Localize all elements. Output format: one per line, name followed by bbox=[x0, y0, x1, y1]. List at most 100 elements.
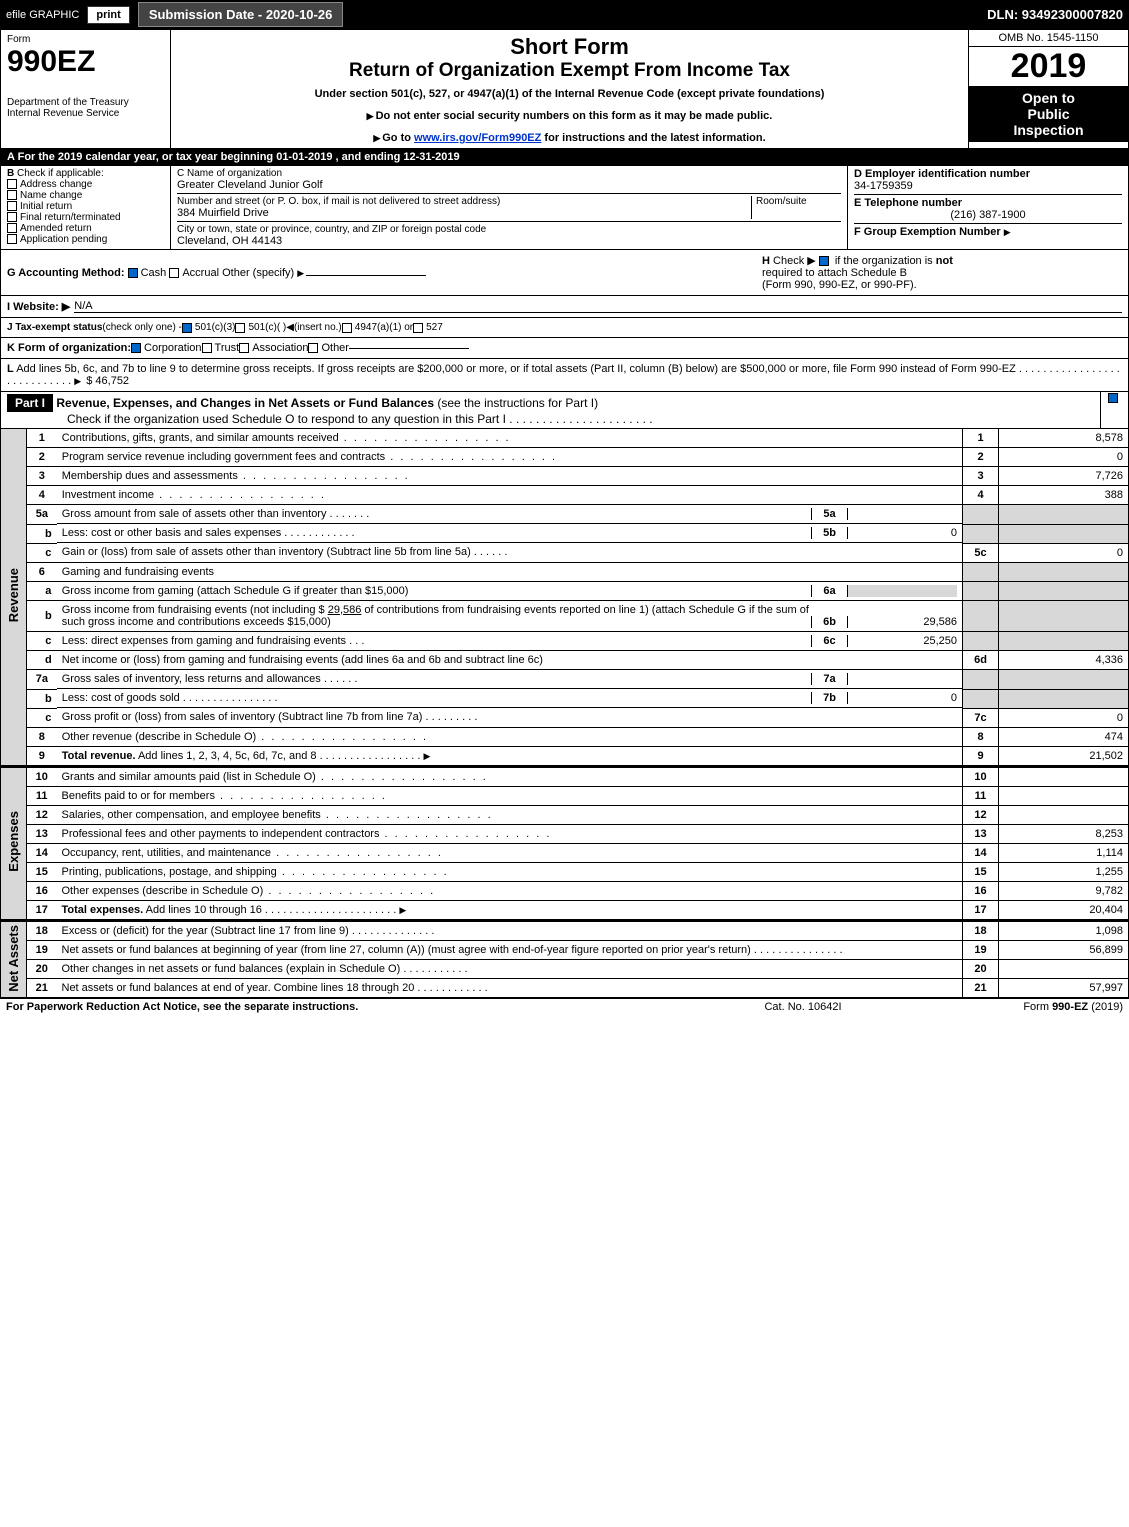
addr-label: Number and street (or P. O. box, if mail… bbox=[177, 196, 751, 207]
line-14-desc: Occupancy, rent, utilities, and maintena… bbox=[62, 847, 272, 859]
line-4-desc: Investment income bbox=[62, 489, 154, 501]
checkbox-501c[interactable] bbox=[235, 323, 245, 333]
line-num-right: 2 bbox=[963, 448, 999, 467]
opt-final-return: Final return/terminated bbox=[20, 212, 121, 223]
line-num-right: 9 bbox=[963, 746, 999, 765]
line-5b-desc: Less: cost or other basis and sales expe… bbox=[62, 527, 282, 539]
line-5c-val: 0 bbox=[999, 543, 1129, 562]
print-button[interactable]: print bbox=[87, 6, 129, 24]
section-h-not: not bbox=[936, 255, 953, 267]
line-7c-num: 7c bbox=[963, 708, 999, 727]
checkbox-accrual[interactable] bbox=[169, 268, 179, 278]
org-name-label: C Name of organization bbox=[177, 168, 841, 179]
checkbox-address-change[interactable] bbox=[7, 179, 17, 189]
line-num: 18 bbox=[27, 921, 57, 941]
tel-value: (216) 387-1900 bbox=[854, 209, 1122, 221]
line-6c-mid: 25,250 bbox=[847, 635, 957, 647]
line-5b-mid: 0 bbox=[847, 527, 957, 539]
line-num: 20 bbox=[27, 959, 57, 978]
line-num: 4 bbox=[27, 486, 57, 505]
section-b-label: B bbox=[7, 168, 14, 179]
line-8-val: 474 bbox=[999, 727, 1129, 746]
part-1-label: Part I bbox=[7, 394, 53, 412]
footer-form-num: 990-EZ bbox=[1052, 1001, 1088, 1013]
part-1-header: Part I Revenue, Expenses, and Changes in… bbox=[0, 392, 1129, 429]
opt-address-change: Address change bbox=[20, 179, 92, 190]
line-num-right bbox=[963, 601, 999, 632]
city-label: City or town, state or province, country… bbox=[177, 224, 841, 235]
line-3-desc: Membership dues and assessments bbox=[62, 470, 238, 482]
line-num-right bbox=[963, 505, 999, 525]
line-5c-num: 5c bbox=[963, 543, 999, 562]
other-specify-field[interactable] bbox=[306, 275, 426, 276]
checkbox-4947[interactable] bbox=[342, 323, 352, 333]
line-num: 15 bbox=[27, 862, 57, 881]
line-18-desc: Excess or (deficit) for the year (Subtra… bbox=[62, 925, 349, 937]
checkbox-trust[interactable] bbox=[202, 343, 212, 353]
checkbox-527[interactable] bbox=[413, 323, 423, 333]
checkbox-initial-return[interactable] bbox=[7, 201, 17, 211]
opt-4947: 4947(a)(1) or bbox=[355, 322, 413, 333]
checkbox-corporation[interactable] bbox=[131, 343, 141, 353]
line-num: 3 bbox=[27, 467, 57, 486]
arrow-icon bbox=[367, 110, 376, 122]
opt-corporation: Corporation bbox=[144, 342, 201, 354]
irs-link[interactable]: www.irs.gov/Form990EZ bbox=[414, 132, 541, 144]
part-1-title: Revenue, Expenses, and Changes in Net As… bbox=[56, 396, 434, 410]
section-l-text: Add lines 5b, 6c, and 7b to line 9 to de… bbox=[16, 363, 1016, 375]
line-val-grey bbox=[999, 505, 1129, 525]
sched-o-text: Check if the organization used Schedule … bbox=[7, 412, 506, 426]
line-num-right: 4 bbox=[963, 486, 999, 505]
checkbox-association[interactable] bbox=[239, 343, 249, 353]
line-num-right: 3 bbox=[963, 467, 999, 486]
checkbox-schedule-o[interactable] bbox=[1108, 393, 1118, 403]
line-num: 17 bbox=[27, 900, 57, 919]
checkbox-schedule-b[interactable] bbox=[819, 256, 829, 266]
tel-label: E Telephone number bbox=[854, 197, 1122, 209]
section-k: K Form of organization: Corporation Trus… bbox=[0, 338, 1129, 359]
title-short-form: Short Form bbox=[177, 34, 962, 60]
line-num: 11 bbox=[27, 786, 57, 805]
line-num-right: 16 bbox=[963, 881, 999, 900]
city-value: Cleveland, OH 44143 bbox=[177, 235, 841, 247]
checkbox-name-change[interactable] bbox=[7, 190, 17, 200]
checkbox-application-pending[interactable] bbox=[7, 234, 17, 244]
line-4-val: 388 bbox=[999, 486, 1129, 505]
website-value: N/A bbox=[74, 300, 1122, 313]
line-19-val: 56,899 bbox=[999, 940, 1129, 959]
checkbox-other-org[interactable] bbox=[308, 343, 318, 353]
line-num: a bbox=[27, 581, 57, 601]
tax-exempt-hint: (check only one) - bbox=[102, 322, 181, 333]
inspect-line2: Public bbox=[973, 106, 1124, 122]
line-num: 21 bbox=[27, 979, 57, 998]
checkbox-cash[interactable] bbox=[128, 268, 138, 278]
line-num: 5a bbox=[27, 505, 57, 525]
line-num-right: 12 bbox=[963, 805, 999, 824]
line-15-desc: Printing, publications, postage, and shi… bbox=[62, 866, 277, 878]
line-6d-desc: Net income or (loss) from gaming and fun… bbox=[57, 651, 963, 670]
ein-label: D Employer identification number bbox=[854, 168, 1122, 180]
line-6b-mid: 29,586 bbox=[847, 616, 957, 628]
title-sub: Under section 501(c), 527, or 4947(a)(1)… bbox=[177, 88, 962, 100]
line-num: 12 bbox=[27, 805, 57, 824]
line-num: 1 bbox=[27, 429, 57, 448]
form-of-org-label: K Form of organization: bbox=[7, 342, 131, 354]
footer-form-post: (2019) bbox=[1088, 1001, 1123, 1013]
checkbox-final-return[interactable] bbox=[7, 212, 17, 222]
line-val-grey bbox=[999, 581, 1129, 601]
expenses-side-label: Expenses bbox=[6, 811, 21, 872]
arrow-icon bbox=[1004, 226, 1013, 238]
submission-date: Submission Date - 2020-10-26 bbox=[138, 2, 344, 27]
revenue-table: Revenue 1 Contributions, gifts, grants, … bbox=[0, 429, 1129, 766]
checkbox-amended-return[interactable] bbox=[7, 223, 17, 233]
opt-501c: 501(c)( ) bbox=[248, 322, 286, 333]
line-6b-amt: 29,586 bbox=[328, 604, 362, 616]
page-footer: For Paperwork Reduction Act Notice, see … bbox=[0, 998, 1129, 1015]
line-val-grey bbox=[999, 524, 1129, 543]
line-num-right: 20 bbox=[963, 959, 999, 978]
other-org-field[interactable] bbox=[349, 348, 469, 349]
line-7a-box: 7a bbox=[811, 673, 847, 685]
line-num: 7a bbox=[27, 670, 57, 690]
section-h-text2: if the organization is bbox=[835, 255, 933, 267]
checkbox-501c3[interactable] bbox=[182, 323, 192, 333]
